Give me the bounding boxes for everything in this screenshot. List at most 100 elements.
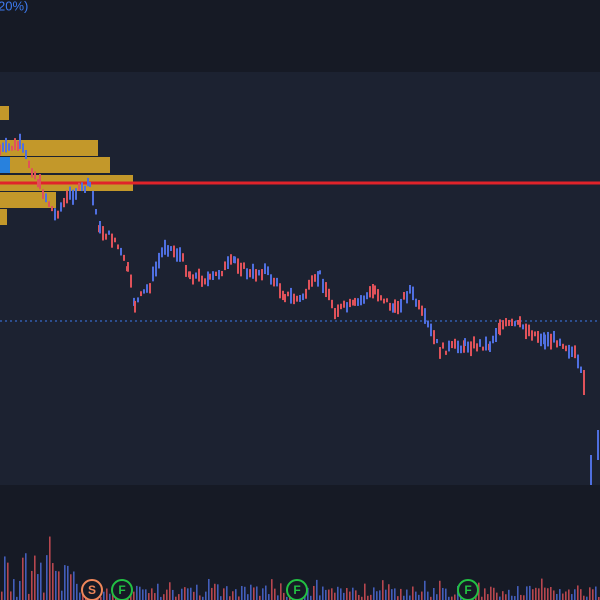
volume-bar [244,586,246,600]
volume-bar [61,590,63,600]
volume-bar [325,589,327,600]
volume-bar [343,592,345,600]
volume-bar [559,589,561,600]
volume-bar [544,587,546,600]
volume-bar [409,595,411,600]
volume-bar [523,595,525,600]
volume-bar [550,586,552,600]
volume-bar [172,589,174,600]
volume-bar [595,586,597,600]
volume-bar [4,556,6,600]
price-candles [0,133,599,485]
volume-bar [514,596,516,600]
volume-bar [190,587,192,600]
volume-bar [235,589,237,600]
volume-bar [553,590,555,600]
volume-bar [370,594,372,600]
volume-bar [19,580,21,600]
volume-bar [538,588,540,600]
volume-bar [310,595,312,600]
volume-bar [40,562,42,600]
volume-bar [10,591,12,600]
volume-bar [397,596,399,600]
volume-bar [208,578,210,600]
volume-bar [547,588,549,600]
volume-bar [412,586,414,600]
volume-bar [352,587,354,600]
volume-bar [46,555,48,600]
volume-bar [151,588,153,600]
marker-0: S [81,579,103,600]
marker-2: F [286,579,308,600]
volume-bar [565,591,567,600]
volume-bar [541,578,543,600]
volume-bar [262,588,264,600]
volume-bar [202,596,204,600]
volume-bar [499,596,501,600]
volume-bar [253,587,255,600]
volume-bar [187,588,189,600]
volume-bar [316,579,318,600]
volume-bar [484,588,486,600]
volume-bar [529,585,531,600]
volume-bar [424,580,426,600]
volume-bar [184,587,186,600]
volume-bar [442,587,444,600]
volume-bar [160,596,162,600]
volume-bar [163,594,165,600]
volume-bar [64,565,66,600]
volume-bar [70,574,72,600]
volume-bar [406,589,408,600]
volume-bar [76,583,78,600]
volume-bar [508,589,510,600]
volume-bar [250,584,252,600]
volume-bar [346,587,348,600]
volume-bar [481,596,483,600]
volume-bar [283,592,285,600]
volume-bar [586,596,588,600]
volume-bar [319,595,321,600]
volume-bar [166,589,168,600]
marker-label: F [118,583,125,597]
volume-bar [37,574,39,600]
volume-bar [421,591,423,600]
volume-bar [391,589,393,600]
volume-bar [13,579,15,600]
volume-bar [496,592,498,600]
volume-bar [349,591,351,600]
volume-bar [571,594,573,600]
volume-bar [274,588,276,600]
volume-bar [79,592,81,600]
marker-label: F [464,583,471,597]
volume-bar [205,591,207,600]
volume-bar [535,587,537,600]
volume-bar [181,588,183,600]
volume-bar [526,586,528,600]
volume-bar [217,584,219,600]
volume-bar [229,596,231,600]
volume-bar [580,589,582,600]
volume-bar [259,595,261,600]
volume-profile [0,106,133,225]
volume-bar [49,536,51,600]
volume-bar [232,591,234,600]
volume-bar [103,591,105,600]
volume-bar [400,588,402,600]
volume-bar [388,584,390,600]
volume-bar [382,580,384,600]
volume-bar [256,586,258,600]
volume-bar [1,591,3,600]
volume-bar [226,586,228,600]
volume-bar [436,594,438,600]
volume-bar [511,595,513,600]
volume-bar [418,594,420,600]
volume-bar [175,596,177,600]
volume-bar [34,555,36,600]
volume-bar [475,595,477,600]
volume-bar [361,596,363,600]
volume-bar [589,587,591,600]
volume-bar [451,596,453,600]
volume-bar [403,595,405,600]
volume-bar [487,594,489,600]
volume-bar [307,587,309,600]
